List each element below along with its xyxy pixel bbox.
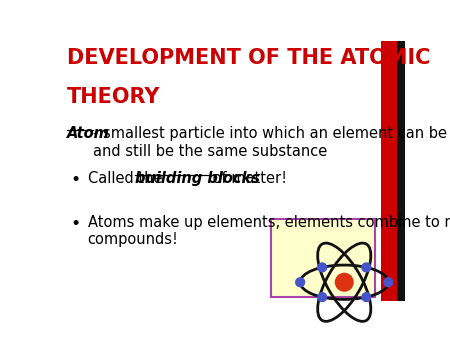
Text: Atom: Atom [67, 126, 110, 141]
Text: Called the: Called the [88, 171, 167, 186]
Text: Atoms make up elements, elements combine to make
compounds!: Atoms make up elements, elements combine… [88, 215, 450, 247]
Text: •: • [70, 171, 81, 189]
Bar [381, 41, 398, 301]
Text: - smallest particle into which an element can be divided
and still be the same s: - smallest particle into which an elemen… [93, 126, 450, 159]
Circle shape [318, 293, 327, 301]
Text: of matter!: of matter! [208, 171, 287, 186]
FancyBboxPatch shape [271, 219, 375, 297]
Text: building blocks: building blocks [135, 171, 260, 186]
Circle shape [296, 278, 305, 287]
Text: DEVELOPMENT OF THE ATOMIC: DEVELOPMENT OF THE ATOMIC [67, 48, 430, 68]
Circle shape [362, 263, 371, 272]
Circle shape [362, 293, 371, 301]
Text: •: • [70, 215, 81, 233]
Circle shape [384, 278, 393, 287]
Text: THEORY: THEORY [67, 88, 160, 107]
Bar [397, 41, 405, 301]
Circle shape [335, 273, 353, 291]
Circle shape [318, 263, 327, 272]
